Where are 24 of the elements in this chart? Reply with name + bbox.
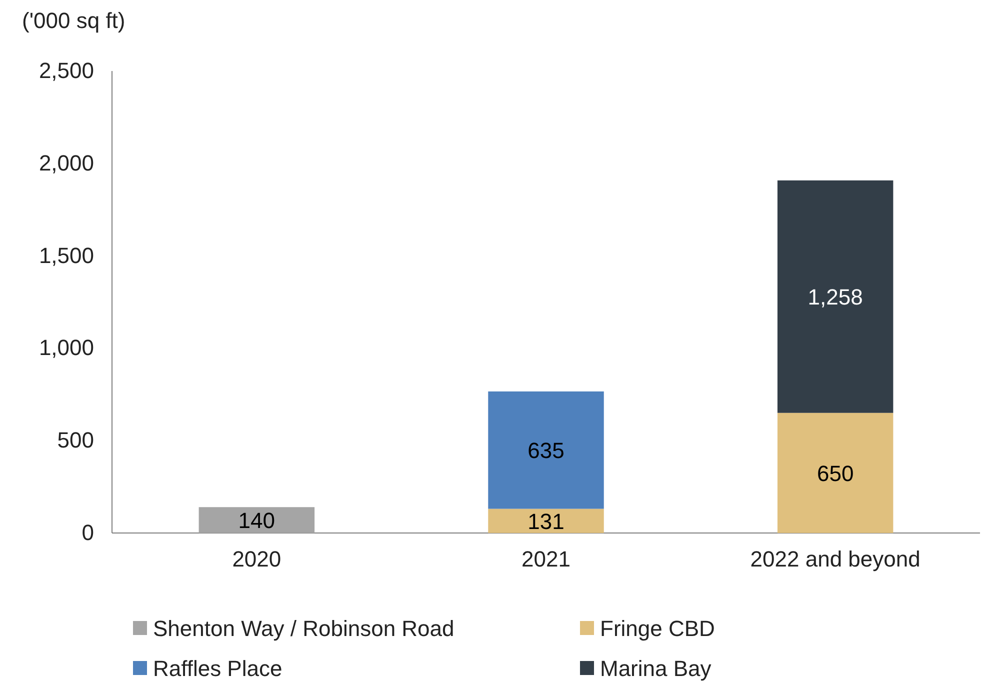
x-tick-label: 2021 bbox=[522, 546, 570, 572]
legend-label: Fringe CBD bbox=[600, 616, 715, 641]
bar bbox=[777, 180, 894, 413]
y-axis-title: ('000 sq ft) bbox=[22, 8, 126, 33]
data-label: 1,258 bbox=[808, 284, 863, 310]
y-tick-label: 0 bbox=[82, 520, 94, 546]
data-label: 140 bbox=[238, 508, 276, 533]
bar bbox=[777, 412, 894, 533]
y-tick-label: 1,000 bbox=[38, 335, 94, 360]
legend-label: Shenton Way / Robinson Road bbox=[153, 616, 454, 641]
bar bbox=[488, 391, 604, 509]
bar bbox=[198, 507, 315, 533]
y-tick-label: 2,500 bbox=[38, 58, 94, 84]
legend-label: Raffles Place bbox=[153, 656, 282, 681]
y-tick-label: 1,500 bbox=[38, 242, 94, 268]
data-label: 635 bbox=[528, 438, 564, 464]
x-tick-label: 2022 and beyond bbox=[750, 546, 920, 572]
x-tick-label: 2020 bbox=[232, 546, 282, 572]
data-label: 131 bbox=[528, 508, 564, 534]
y-tick-label: 2,000 bbox=[38, 150, 94, 176]
y-tick-label: 500 bbox=[57, 428, 94, 453]
legend-label: Marina Bay bbox=[600, 656, 712, 681]
data-label: 650 bbox=[816, 460, 854, 486]
bar bbox=[488, 508, 604, 533]
